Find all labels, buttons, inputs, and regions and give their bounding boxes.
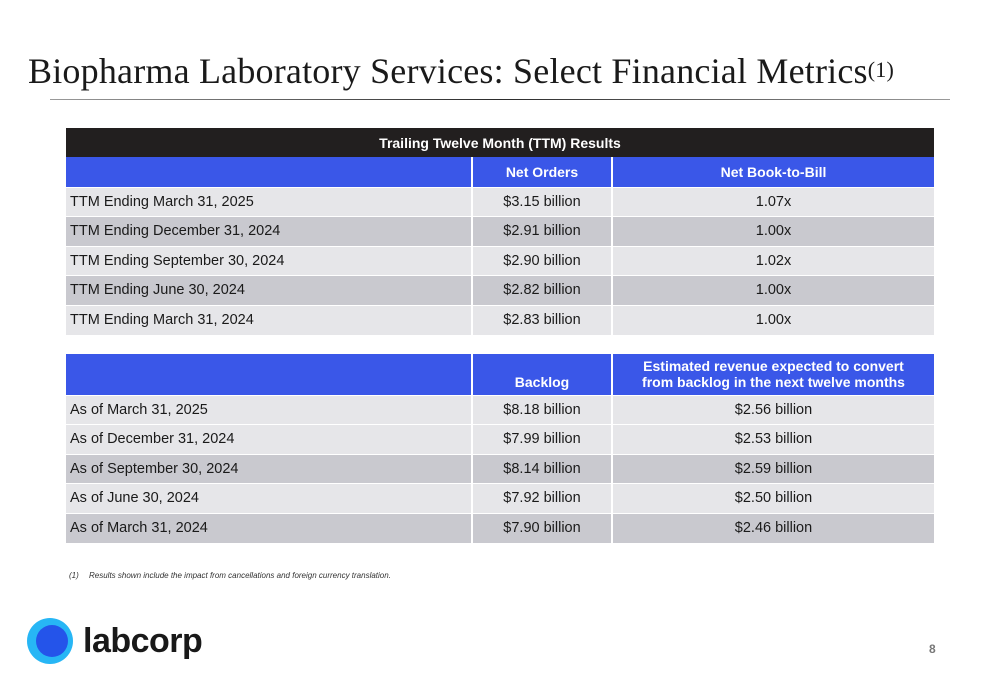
estimated-revenue-header: Estimated revenue expected to convert fro… bbox=[611, 354, 934, 395]
labcorp-logo: labcorp bbox=[27, 618, 203, 664]
book-to-bill-value: 1.00x bbox=[611, 216, 934, 246]
footnote-text: Results shown include the impact from ca… bbox=[89, 571, 391, 580]
page-title: Biopharma Laboratory Services: Select Fi… bbox=[28, 50, 894, 92]
page-number: 8 bbox=[929, 642, 936, 656]
estimated-revenue-value: $2.50 billion bbox=[611, 483, 934, 513]
net-orders-value: $2.91 billion bbox=[471, 216, 612, 246]
period-label: TTM Ending September 30, 2024 bbox=[66, 245, 472, 276]
table-row: As of March 31, 2024 $7.90 billion $2.46… bbox=[66, 512, 934, 543]
period-label: As of June 30, 2024 bbox=[66, 483, 472, 513]
estimated-revenue-value: $2.46 billion bbox=[611, 512, 934, 543]
ttm-table-banner: Trailing Twelve Month (TTM) Results bbox=[66, 128, 934, 157]
title-footnote-ref: (1) bbox=[867, 57, 895, 82]
book-to-bill-value: 1.02x bbox=[611, 245, 934, 276]
period-label: As of December 31, 2024 bbox=[66, 424, 472, 454]
estimated-revenue-value: $2.56 billion bbox=[611, 394, 934, 425]
table-row: TTM Ending September 30, 2024 $2.90 bill… bbox=[66, 245, 934, 276]
labcorp-logo-icon bbox=[27, 618, 73, 664]
backlog-value: $7.90 billion bbox=[471, 512, 612, 543]
estimated-revenue-value: $2.53 billion bbox=[611, 424, 934, 454]
backlog-header-blank bbox=[66, 354, 472, 395]
period-label: TTM Ending June 30, 2024 bbox=[66, 275, 472, 305]
net-orders-value: $2.83 billion bbox=[471, 304, 612, 335]
table-row: TTM Ending June 30, 2024 $2.82 billion 1… bbox=[66, 275, 934, 305]
book-to-bill-value: 1.00x bbox=[611, 304, 934, 335]
ttm-header-blank bbox=[66, 157, 472, 187]
period-label: As of March 31, 2025 bbox=[66, 394, 472, 425]
period-label: TTM Ending March 31, 2025 bbox=[66, 186, 472, 217]
page-title-text: Biopharma Laboratory Services: Select Fi… bbox=[28, 51, 868, 91]
backlog-header: Backlog bbox=[471, 354, 612, 395]
period-label: TTM Ending March 31, 2024 bbox=[66, 304, 472, 335]
footnote: (1) Results shown include the impact from… bbox=[69, 571, 391, 580]
book-to-bill-value: 1.07x bbox=[611, 186, 934, 217]
period-label: As of September 30, 2024 bbox=[66, 453, 472, 484]
table-row: TTM Ending December 31, 2024 $2.91 billi… bbox=[66, 216, 934, 246]
net-book-to-bill-header: Net Book-to-Bill bbox=[611, 157, 934, 187]
backlog-value: $7.99 billion bbox=[471, 424, 612, 454]
title-divider bbox=[50, 99, 950, 100]
table-row: As of September 30, 2024 $8.14 billion $… bbox=[66, 453, 934, 484]
ttm-results-table: Trailing Twelve Month (TTM) Results Net … bbox=[66, 128, 934, 335]
footnote-marker: (1) bbox=[69, 571, 79, 580]
table-row: TTM Ending March 31, 2025 $3.15 billion … bbox=[66, 186, 934, 217]
backlog-table: Backlog Estimated revenue expected to co… bbox=[66, 354, 934, 543]
estimated-revenue-header-line2: from backlog in the next twelve months bbox=[642, 373, 905, 390]
net-orders-value: $3.15 billion bbox=[471, 186, 612, 217]
backlog-value: $7.92 billion bbox=[471, 483, 612, 513]
table-row: TTM Ending March 31, 2024 $2.83 billion … bbox=[66, 304, 934, 335]
net-orders-value: $2.90 billion bbox=[471, 245, 612, 276]
period-label: TTM Ending December 31, 2024 bbox=[66, 216, 472, 246]
backlog-value: $8.18 billion bbox=[471, 394, 612, 425]
logo-wordmark: labcorp bbox=[83, 622, 203, 660]
backlog-value: $8.14 billion bbox=[471, 453, 612, 484]
net-orders-header: Net Orders bbox=[471, 157, 612, 187]
period-label: As of March 31, 2024 bbox=[66, 512, 472, 543]
estimated-revenue-value: $2.59 billion bbox=[611, 453, 934, 484]
book-to-bill-value: 1.00x bbox=[611, 275, 934, 305]
table-row: As of December 31, 2024 $7.99 billion $2… bbox=[66, 424, 934, 454]
table-row: As of March 31, 2025 $8.18 billion $2.56… bbox=[66, 394, 934, 425]
estimated-revenue-header-line1: Estimated revenue expected to convert bbox=[643, 357, 904, 374]
table-row: As of June 30, 2024 $7.92 billion $2.50 … bbox=[66, 483, 934, 513]
net-orders-value: $2.82 billion bbox=[471, 275, 612, 305]
